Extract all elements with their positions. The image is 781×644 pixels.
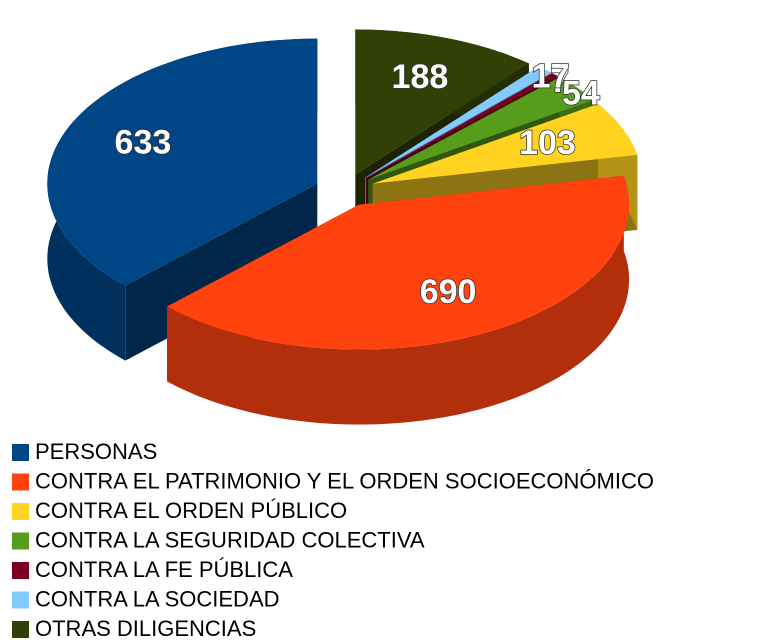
legend-swatch — [12, 621, 29, 638]
legend-label: CONTRA LA SEGURIDAD COLECTIVA — [35, 527, 425, 552]
data-label: 103 — [519, 124, 576, 162]
slice-top — [372, 103, 638, 184]
legend-swatch — [12, 503, 29, 520]
data-label: 188 — [392, 58, 449, 96]
data-label: 54 — [562, 74, 600, 112]
legend-swatch — [12, 532, 29, 550]
legend-label: CONTRA LA SOCIEDAD — [35, 586, 280, 611]
legend-swatch — [12, 473, 29, 491]
legend-label: CONTRA LA FE PÚBLICA — [35, 557, 293, 582]
slice-top — [355, 29, 529, 175]
slice-top — [366, 73, 558, 179]
data-label: 7 — [550, 62, 569, 100]
data-label: 690 — [420, 273, 477, 311]
slice-wall — [167, 175, 630, 425]
legend-swatch — [12, 562, 29, 579]
slice-top — [368, 77, 594, 180]
legend-label: OTRAS DILIGENCIAS — [35, 616, 256, 641]
slice — [167, 175, 630, 425]
legend-label: PERSONAS — [35, 439, 157, 464]
slice-top — [47, 38, 318, 286]
slice-top — [167, 175, 630, 350]
data-label: 17 — [532, 57, 570, 95]
legend-swatch — [12, 591, 29, 609]
legend-swatch — [12, 444, 29, 461]
legend-label: CONTRA EL ORDEN PÚBLICO — [35, 498, 347, 523]
data-label: 633 — [115, 124, 172, 162]
slice-top — [365, 66, 552, 178]
legend-label: CONTRA EL PATRIMONIO Y EL ORDEN SOCIOECO… — [35, 468, 654, 493]
